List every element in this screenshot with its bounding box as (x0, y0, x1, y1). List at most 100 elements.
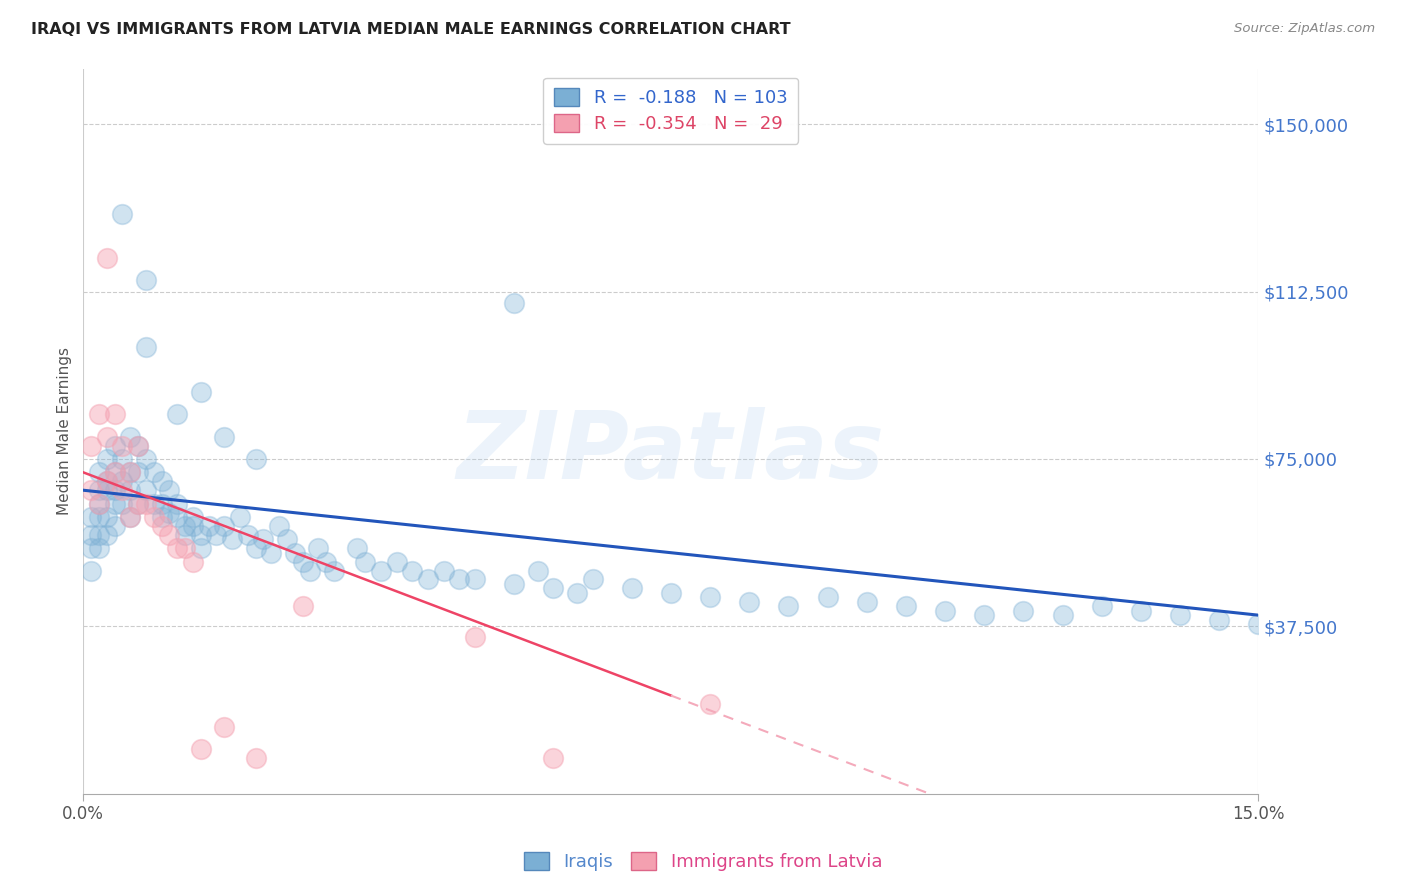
Point (87, 483, 110, 498)
Point (96, 528, 118, 542)
Point (150, 510, 173, 524)
Point (699, 591, 721, 605)
Point (135, 497, 157, 511)
Text: ZIPatlas: ZIPatlas (457, 407, 884, 499)
Point (80, 483, 103, 498)
Point (135, 452, 157, 467)
Point (96, 475, 118, 489)
Point (166, 497, 188, 511)
Text: IRAQI VS IMMIGRANTS FROM LATVIA MEDIAN MALE EARNINGS CORRELATION CHART: IRAQI VS IMMIGRANTS FROM LATVIA MEDIAN M… (31, 22, 790, 37)
Point (1091, 599, 1114, 614)
Point (190, 742, 212, 756)
Point (291, 555, 314, 569)
Point (245, 452, 267, 467)
Point (778, 599, 800, 614)
Point (229, 510, 252, 524)
Point (111, 452, 134, 467)
Point (120, 510, 142, 524)
Point (166, 408, 188, 422)
Point (135, 340, 157, 354)
Point (127, 439, 149, 453)
Point (1129, 604, 1152, 618)
Point (80, 439, 103, 453)
Point (565, 586, 588, 600)
Point (205, 528, 228, 542)
Point (433, 564, 456, 578)
Point (307, 541, 329, 556)
Point (284, 546, 307, 560)
Point (174, 528, 197, 542)
Point (1247, 617, 1270, 632)
Point (87, 408, 110, 422)
Point (543, 751, 565, 765)
Point (80, 564, 103, 578)
Point (111, 475, 134, 489)
Point (80, 528, 103, 542)
Point (973, 608, 995, 623)
Point (104, 519, 127, 533)
Point (503, 295, 526, 310)
Point (159, 528, 181, 542)
Point (87, 497, 110, 511)
Point (120, 430, 142, 444)
Point (181, 519, 204, 533)
Point (245, 751, 267, 765)
Point (245, 541, 267, 556)
Point (543, 582, 565, 596)
Point (96, 483, 118, 498)
Text: Source: ZipAtlas.com: Source: ZipAtlas.com (1234, 22, 1375, 36)
Point (738, 595, 761, 609)
Point (276, 533, 298, 547)
Point (142, 497, 165, 511)
Point (150, 475, 173, 489)
Point (127, 439, 149, 453)
Point (96, 452, 118, 467)
Point (120, 510, 142, 524)
Point (127, 466, 149, 480)
Point (150, 497, 173, 511)
Point (104, 408, 127, 422)
Point (159, 483, 181, 498)
Point (464, 573, 486, 587)
Point (526, 564, 548, 578)
Point (1208, 613, 1230, 627)
Point (111, 439, 134, 453)
Point (817, 591, 839, 605)
Point (174, 541, 197, 556)
Point (934, 604, 956, 618)
Point (127, 497, 149, 511)
Point (620, 582, 643, 596)
Point (120, 483, 142, 498)
Point (96, 251, 118, 265)
Point (214, 430, 236, 444)
Point (120, 466, 142, 480)
Point (181, 510, 204, 524)
Point (214, 720, 236, 734)
Point (214, 519, 236, 533)
Point (104, 466, 127, 480)
Point (252, 533, 274, 547)
Point (87, 541, 110, 556)
Point (87, 497, 110, 511)
Point (96, 430, 118, 444)
Point (449, 573, 471, 587)
Point (894, 599, 917, 614)
Point (104, 466, 127, 480)
Point (142, 466, 165, 480)
Point (1012, 604, 1035, 618)
Point (87, 510, 110, 524)
Point (197, 519, 219, 533)
Point (385, 555, 408, 569)
Point (96, 510, 118, 524)
Point (315, 555, 337, 569)
Y-axis label: Median Male Earnings: Median Male Earnings (58, 347, 72, 515)
Point (260, 546, 283, 560)
Point (150, 519, 173, 533)
Point (221, 533, 243, 547)
Point (111, 206, 134, 220)
Point (236, 528, 259, 542)
Point (159, 506, 181, 520)
Point (104, 483, 127, 498)
Point (370, 564, 392, 578)
Point (291, 599, 314, 614)
